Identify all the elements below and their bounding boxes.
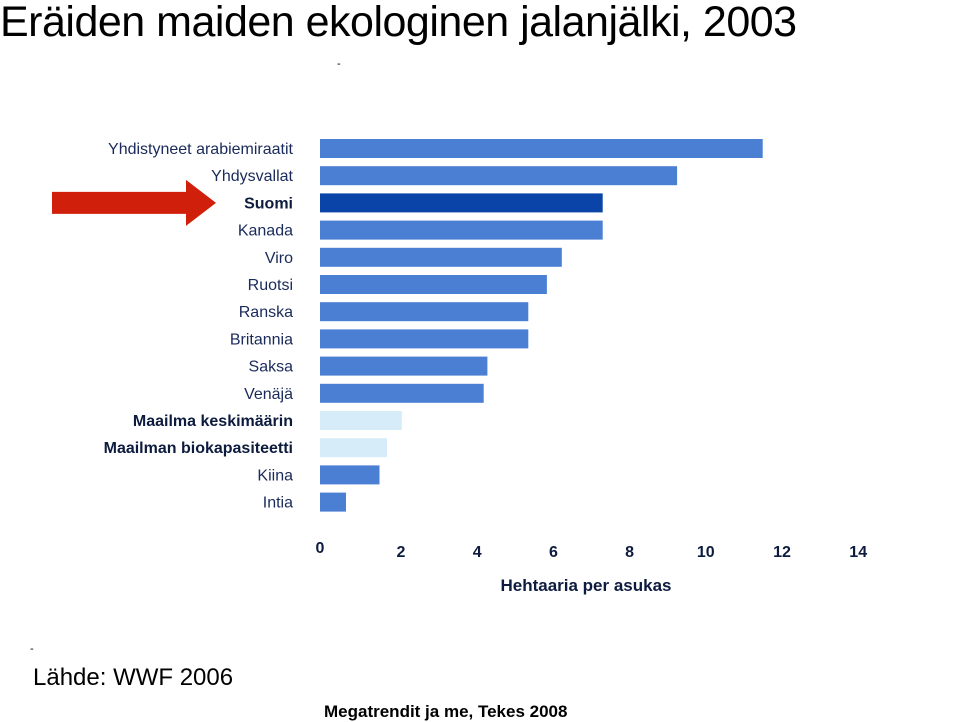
bar-britannia	[320, 329, 529, 349]
source-note: Lähde: WWF 2006	[33, 664, 234, 691]
x-tick-label: 10	[697, 544, 715, 561]
category-label-britannia: Britannia	[230, 331, 293, 348]
bar-ranska	[320, 302, 529, 322]
x-tick-label: 4	[473, 544, 482, 561]
x-tick-label: 6	[549, 544, 558, 561]
category-label-ranska: Ranska	[239, 304, 293, 321]
x-tick-label: 2	[397, 544, 406, 561]
category-label-kanada: Kanada	[238, 223, 293, 240]
category-label-suomi: Suomi	[244, 195, 293, 212]
x-tick-label: 12	[773, 544, 791, 561]
x-axis-title: Hehtaaria per asukas	[500, 576, 671, 595]
bar-intia	[320, 492, 346, 512]
bar-ruotsi	[320, 275, 547, 294]
category-label-kiina: Kiina	[257, 467, 293, 484]
category-label-yhdistyneet-arabiemiraatit: Yhdistyneet arabiemiraatit	[108, 141, 294, 158]
bar-kanada	[320, 220, 603, 240]
category-label-intia: Intia	[263, 495, 293, 512]
bar-chart: Yhdistyneet arabiemiraatit Yhdysvallat Suo…	[52, 139, 867, 595]
bar-maailma-keskimaarin	[320, 411, 402, 430]
x-tick-label: 14	[849, 544, 867, 561]
bar-yhdysvallat	[320, 166, 678, 186]
category-label-viro: Viro	[265, 250, 293, 267]
category-label-ruotsi: Ruotsi	[248, 277, 293, 294]
category-label-maailman-biokapasiteetti: Maailman biokapasiteetti	[104, 440, 293, 457]
category-label-yhdysvallat: Yhdysvallat	[211, 168, 293, 185]
category-label-saksa: Saksa	[249, 359, 294, 376]
x-tick-label: 8	[625, 544, 634, 561]
highlight-arrow-icon	[52, 179, 216, 226]
bar-saksa	[320, 356, 488, 376]
decorative-dash: -	[30, 643, 34, 655]
decorative-dash: -	[337, 58, 341, 70]
bar-kiina	[320, 465, 380, 485]
bar-yhdistyneet-arabiemiraatit	[320, 139, 763, 158]
bar-maailman-biokapasiteetti	[320, 438, 387, 458]
category-label-maailma-keskimaarin: Maailma keskimäärin	[133, 413, 293, 430]
bar-venaja	[320, 383, 484, 403]
footer-credit: Megatrendit ja me, Tekes 2008	[324, 702, 568, 721]
chart-title: Eräiden maiden ekologinen jalanjälki, 20…	[0, 0, 797, 46]
bar-suomi	[320, 193, 603, 213]
bar-viro	[320, 247, 562, 267]
x-tick-label: 0	[316, 540, 325, 557]
category-label-venaja: Venäjä	[244, 386, 293, 403]
